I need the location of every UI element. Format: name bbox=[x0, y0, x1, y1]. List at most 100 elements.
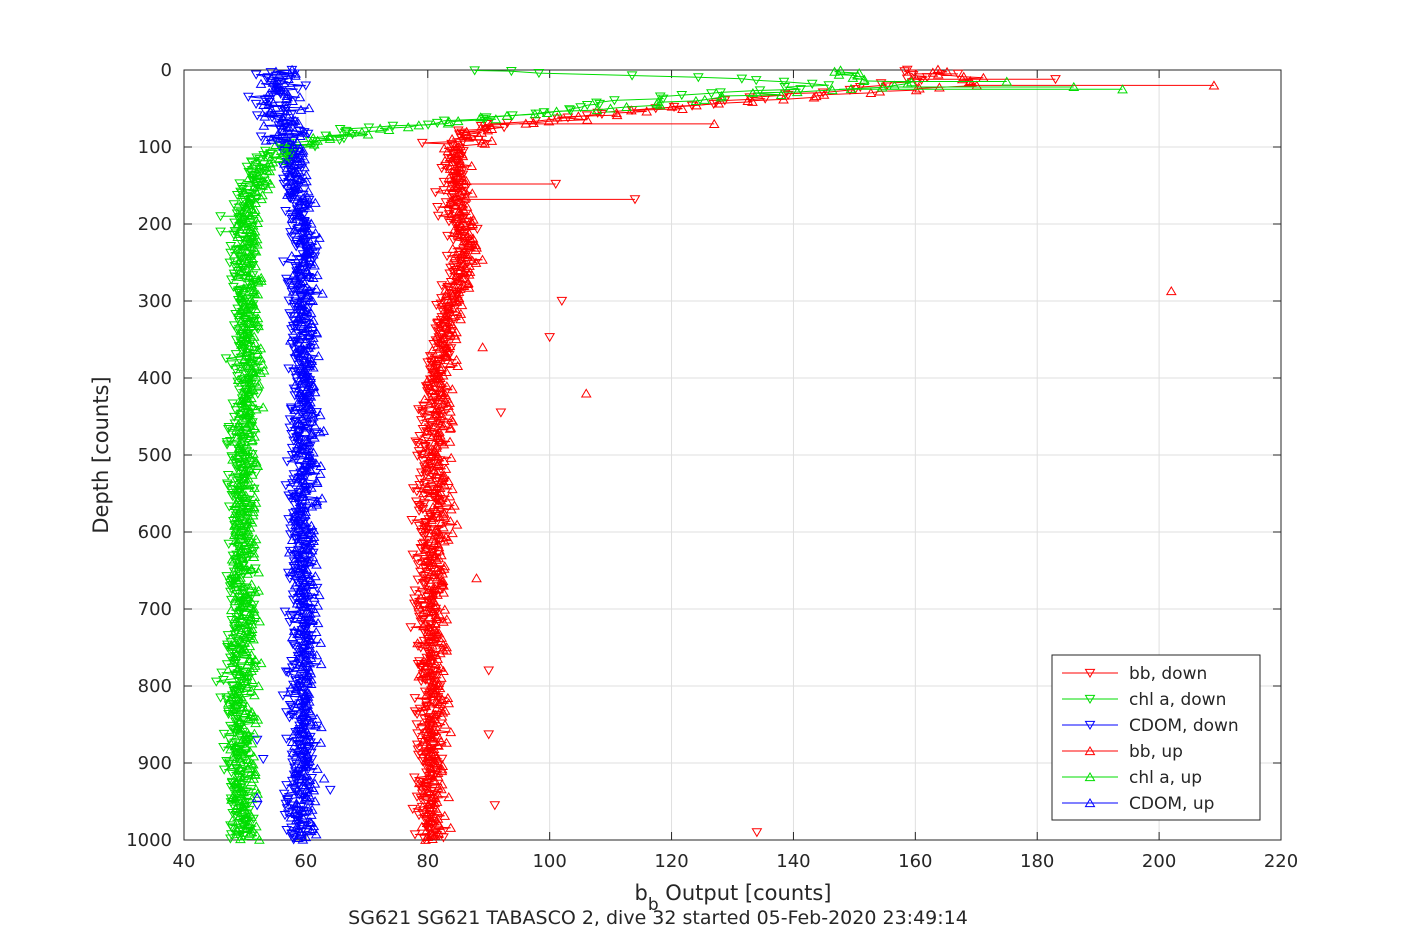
series-cdom-up bbox=[251, 64, 330, 844]
data-point bbox=[248, 484, 260, 494]
data-point bbox=[216, 668, 228, 678]
data-point bbox=[228, 556, 239, 566]
data-point bbox=[429, 367, 441, 378]
data-point bbox=[229, 613, 241, 623]
data-point bbox=[410, 437, 422, 447]
data-point bbox=[242, 476, 254, 486]
data-point bbox=[441, 496, 453, 506]
data-point bbox=[1084, 745, 1096, 756]
data-point bbox=[273, 69, 285, 79]
data-point bbox=[242, 565, 254, 575]
data-point bbox=[445, 210, 457, 221]
data-point bbox=[438, 313, 450, 323]
data-point bbox=[436, 294, 447, 304]
data-point bbox=[316, 493, 328, 503]
data-point bbox=[431, 717, 443, 727]
data-point bbox=[288, 595, 299, 605]
data-point bbox=[283, 547, 295, 557]
data-point bbox=[292, 832, 304, 843]
data-point bbox=[294, 130, 306, 141]
data-point bbox=[427, 829, 439, 839]
data-point bbox=[302, 676, 314, 686]
data-point bbox=[286, 64, 298, 74]
data-point bbox=[270, 139, 281, 150]
data-point bbox=[210, 677, 222, 687]
data-point bbox=[415, 794, 427, 804]
data-point bbox=[244, 282, 256, 292]
data-point bbox=[227, 399, 239, 409]
data-point bbox=[808, 92, 820, 102]
data-point bbox=[420, 540, 432, 550]
data-point bbox=[283, 151, 294, 161]
data-point bbox=[258, 99, 269, 109]
data-point bbox=[234, 574, 246, 585]
data-point bbox=[443, 400, 454, 410]
data-point bbox=[229, 741, 241, 751]
data-point bbox=[234, 421, 246, 431]
data-point bbox=[262, 152, 274, 162]
data-point bbox=[247, 287, 258, 297]
data-point bbox=[417, 504, 429, 515]
data-point bbox=[433, 457, 445, 467]
data-point bbox=[439, 561, 451, 571]
data-point bbox=[460, 175, 472, 186]
data-point bbox=[299, 516, 311, 526]
data-point bbox=[791, 87, 803, 97]
data-point bbox=[435, 382, 446, 392]
data-point bbox=[239, 453, 251, 463]
data-point bbox=[306, 648, 318, 659]
data-point bbox=[456, 215, 468, 225]
data-point bbox=[424, 786, 436, 797]
data-point bbox=[436, 362, 448, 372]
data-point bbox=[362, 129, 374, 139]
data-point bbox=[307, 447, 319, 457]
data-point bbox=[239, 709, 250, 719]
data-point bbox=[282, 279, 294, 289]
data-point bbox=[591, 105, 603, 115]
data-point bbox=[252, 348, 263, 358]
data-point bbox=[218, 729, 230, 740]
data-point bbox=[289, 580, 301, 590]
data-point bbox=[414, 431, 426, 442]
data-point bbox=[242, 360, 253, 370]
data-point bbox=[420, 382, 432, 392]
data-point bbox=[964, 77, 976, 87]
data-point bbox=[310, 829, 322, 839]
data-point bbox=[435, 365, 447, 375]
data-point bbox=[439, 719, 451, 729]
data-point bbox=[244, 463, 256, 474]
data-point bbox=[243, 417, 255, 427]
data-point bbox=[550, 179, 562, 189]
data-point bbox=[228, 200, 240, 210]
data-point bbox=[281, 734, 292, 744]
data-point bbox=[428, 757, 440, 768]
data-point bbox=[609, 96, 620, 106]
data-point bbox=[435, 325, 447, 335]
data-point bbox=[240, 590, 252, 600]
data-point bbox=[291, 808, 302, 818]
data-point bbox=[281, 781, 292, 791]
y-tick-label: 0 bbox=[161, 60, 172, 81]
data-point bbox=[432, 771, 444, 781]
data-point bbox=[441, 645, 453, 655]
data-point bbox=[292, 360, 304, 370]
data-point bbox=[312, 618, 324, 628]
data-point bbox=[225, 638, 237, 648]
data-point bbox=[243, 666, 254, 677]
data-point bbox=[241, 216, 253, 226]
data-point bbox=[421, 689, 432, 700]
data-point bbox=[412, 451, 423, 461]
data-point bbox=[285, 812, 297, 822]
data-point bbox=[450, 334, 462, 344]
data-point bbox=[551, 106, 562, 116]
data-point bbox=[230, 562, 242, 572]
data-point bbox=[248, 506, 259, 517]
data-point bbox=[447, 303, 458, 313]
data-point bbox=[264, 166, 276, 176]
data-point bbox=[305, 678, 317, 689]
data-point bbox=[288, 625, 300, 635]
data-point bbox=[417, 781, 429, 791]
data-point bbox=[248, 551, 260, 562]
data-point bbox=[310, 720, 321, 730]
data-point bbox=[278, 179, 290, 190]
